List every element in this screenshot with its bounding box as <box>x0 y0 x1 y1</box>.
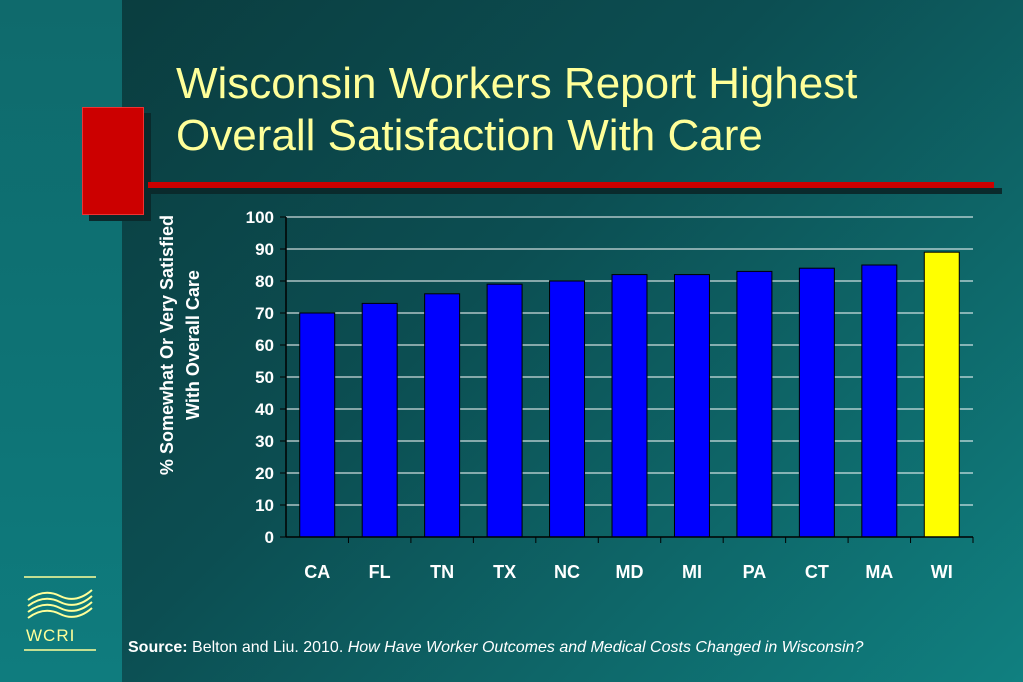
source-citation: Source: Belton and Liu. 2010. How Have W… <box>128 639 998 656</box>
bar-tx <box>486 283 523 538</box>
title-rule <box>148 182 994 188</box>
x-tick-label: MI <box>682 562 702 582</box>
bar-md <box>611 274 648 538</box>
axes <box>280 216 974 543</box>
bar-nc <box>549 280 586 538</box>
y-tick-label: 40 <box>255 400 274 419</box>
bar-ma <box>861 264 898 538</box>
x-tick-label: MD <box>616 562 644 582</box>
y-tick-label: 20 <box>255 464 274 483</box>
x-tick-label: NC <box>554 562 580 582</box>
accent-block <box>82 107 144 215</box>
y-tick-label: 60 <box>255 336 274 355</box>
bar-ct <box>798 267 835 538</box>
logo-text: WCRI <box>26 626 76 645</box>
y-tick-label: 30 <box>255 432 274 451</box>
x-tick-label: FL <box>369 562 391 582</box>
wcri-logo-icon <box>24 576 96 651</box>
bar-wi <box>923 251 960 538</box>
y-tick-label: 100 <box>246 208 274 227</box>
x-tick-label: TN <box>430 562 454 582</box>
y-tick-labels: 0 10 20 30 40 50 60 70 80 90 100 <box>246 208 274 547</box>
x-tick-label: CA <box>304 562 330 582</box>
title-rule-shadow <box>150 188 1002 194</box>
y-tick-label: 90 <box>255 240 274 259</box>
bars <box>299 251 960 538</box>
y-tick-label: 70 <box>255 304 274 323</box>
y-tick-label: 50 <box>255 368 274 387</box>
source-label: Source: <box>128 639 188 656</box>
slide-title: Wisconsin Workers Report Highest Overall… <box>176 58 976 162</box>
x-tick-label: PA <box>743 562 767 582</box>
x-tick-label: MA <box>865 562 893 582</box>
y-tick-label: 80 <box>255 272 274 291</box>
source-text: Belton and Liu. 2010. <box>192 639 344 656</box>
x-tick-label: CT <box>805 562 829 582</box>
bar-tn <box>424 293 461 538</box>
y-tick-label: 10 <box>255 496 274 515</box>
title-line-2: Overall Satisfaction With Care <box>176 111 763 160</box>
bar-ca <box>299 312 336 538</box>
bar-pa <box>736 270 773 538</box>
source-title: How Have Worker Outcomes and Medical Cos… <box>347 639 864 656</box>
y-tick-label: 0 <box>265 528 274 547</box>
title-line-1: Wisconsin Workers Report Highest <box>176 59 858 108</box>
x-tick-label: WI <box>931 562 953 582</box>
bar-mi <box>673 274 710 538</box>
bar-fl <box>361 302 398 538</box>
x-tick-label: TX <box>493 562 516 582</box>
x-tick-labels: CA FL TN TX NC MD MI PA CT MA WI <box>304 562 953 582</box>
